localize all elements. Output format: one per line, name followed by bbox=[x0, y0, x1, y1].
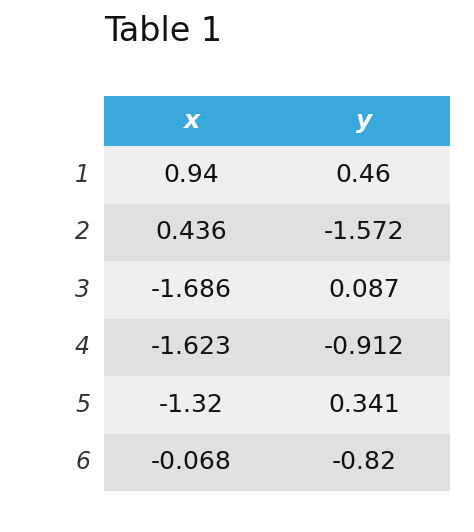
Text: Table 1: Table 1 bbox=[104, 15, 222, 48]
Text: 0.46: 0.46 bbox=[336, 163, 392, 187]
Text: y: y bbox=[356, 109, 372, 133]
FancyBboxPatch shape bbox=[104, 319, 450, 376]
FancyBboxPatch shape bbox=[104, 96, 450, 146]
Text: 4: 4 bbox=[75, 335, 90, 360]
Text: 0.94: 0.94 bbox=[163, 163, 219, 187]
Text: -1.32: -1.32 bbox=[158, 393, 223, 417]
FancyBboxPatch shape bbox=[104, 204, 450, 261]
FancyBboxPatch shape bbox=[104, 434, 450, 491]
Text: 2: 2 bbox=[75, 220, 90, 245]
Text: -1.686: -1.686 bbox=[150, 278, 231, 302]
Text: 0.341: 0.341 bbox=[328, 393, 400, 417]
Text: -0.82: -0.82 bbox=[331, 450, 396, 475]
Text: x: x bbox=[182, 109, 199, 133]
FancyBboxPatch shape bbox=[104, 376, 450, 434]
Text: 6: 6 bbox=[75, 450, 90, 475]
Text: 0.436: 0.436 bbox=[155, 220, 227, 245]
Text: 0.087: 0.087 bbox=[328, 278, 400, 302]
FancyBboxPatch shape bbox=[104, 146, 450, 204]
Text: -1.572: -1.572 bbox=[323, 220, 404, 245]
Text: 3: 3 bbox=[75, 278, 90, 302]
Text: 1: 1 bbox=[75, 163, 90, 187]
FancyBboxPatch shape bbox=[104, 261, 450, 319]
Text: -0.912: -0.912 bbox=[323, 335, 404, 360]
Text: -0.068: -0.068 bbox=[150, 450, 231, 475]
Text: 5: 5 bbox=[75, 393, 90, 417]
Text: -1.623: -1.623 bbox=[150, 335, 231, 360]
